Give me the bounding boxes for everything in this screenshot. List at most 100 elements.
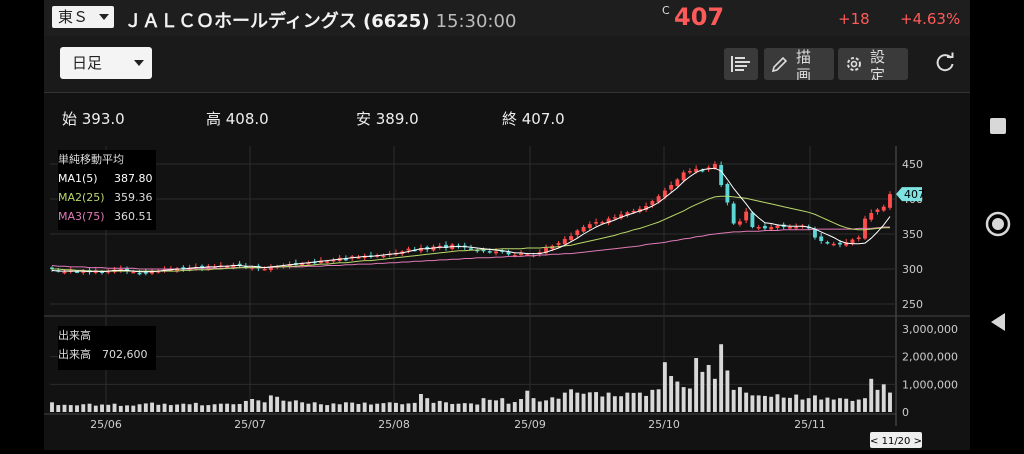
candle [775,225,780,229]
candle [637,208,642,212]
volume-bar [562,392,567,412]
volume-bar [700,371,705,412]
volume-bar [644,395,649,412]
volume-bar [125,405,129,412]
recents-icon[interactable] [990,118,1006,134]
candle [300,263,305,266]
volume-bar [225,403,230,412]
volume-bar [719,344,724,412]
volume-bar [712,378,717,412]
draw-button[interactable]: 描画 [764,48,834,80]
volume-tick-label: 3,000,000 [902,323,958,336]
candle [575,230,580,236]
volume-bar [637,392,642,412]
candle [681,172,686,181]
market-select[interactable]: 東Ｓ [52,6,114,28]
candle [118,269,123,271]
candle [181,267,186,269]
month-label: 25/11 [794,418,826,431]
candle [725,183,730,203]
volume-legend: 出来高 出来高 702,600 [58,326,156,370]
volume-bar [731,389,736,412]
volume-bar [475,404,480,412]
volume-bar [200,405,205,412]
volume-bar [343,402,348,412]
candle [650,201,655,205]
candle [675,179,680,187]
volume-bar [512,402,517,412]
candle [612,217,617,219]
volume-bar [750,395,755,412]
volume-bar [612,396,617,412]
volume-bar [863,398,867,412]
volume-bar [419,394,423,412]
refresh-icon[interactable] [934,52,956,74]
candle [506,251,511,255]
volume-bar [206,405,211,412]
price-change: +18 [838,10,870,28]
volume-bar [781,397,786,412]
price-volume-chart[interactable]: 4504003503002503,000,0002,000,0001,000,0… [44,146,970,450]
volume-bar [500,398,505,412]
back-icon[interactable] [991,313,1005,331]
chart-area[interactable]: 4504003503002503,000,0002,000,0001,000,0… [44,146,970,450]
candle [519,253,523,256]
list-icon [731,56,750,72]
candle [350,256,355,259]
candle [381,255,386,258]
month-label: 25/10 [648,418,680,431]
volume-bar [93,405,98,412]
volume-bar [456,403,461,412]
volume-tick-label: 1,000,000 [902,378,958,391]
candle [794,227,799,229]
candle [556,243,561,245]
candle [131,271,136,274]
volume-bar [268,395,273,412]
gear-icon [847,57,861,71]
volume-bar [662,362,667,412]
settings-button[interactable]: 設定 [838,48,908,80]
period-select[interactable]: 日足 [60,47,152,79]
volume-bar [275,396,280,412]
volume-bar [762,395,767,412]
candle [287,264,292,267]
volume-bar [375,403,380,412]
candle [175,268,180,271]
candle [318,260,323,264]
candle [856,237,861,239]
ma1-label: MA1(5) [58,172,98,185]
volume-bar [694,358,699,412]
month-label: 25/06 [90,418,122,431]
volume-bar [619,396,624,412]
volume-bar [56,405,61,412]
candle [844,242,849,246]
candle [694,168,699,173]
draw-label: 描画 [796,48,822,80]
volume-bar [218,403,223,412]
volume-bar [150,402,154,412]
high-value: 高 408.0 [206,110,269,128]
close-mark: C [662,4,670,17]
volume-bar [544,400,548,412]
volume-bar [519,398,523,412]
candle [731,203,736,224]
candle [268,267,273,271]
price-tick-label: 350 [902,228,923,241]
volume-bar [737,387,742,412]
candle [719,165,724,185]
volume-bar [350,402,355,412]
volume-bar [844,398,849,412]
volume-bar [469,403,473,412]
volume-bar [131,405,136,412]
candle [437,245,442,248]
candle [356,257,361,259]
ohlc-bar: 始 393.0 高 408.0 安 389.0 終 407.0 [44,93,970,145]
volume-bar [625,392,630,412]
candle [481,249,486,252]
price-tick-label: 300 [902,263,923,276]
indicator-list-button[interactable] [724,48,758,80]
ma-legend-title: 単純移動平均 [58,153,124,166]
volume-bar [487,399,492,412]
volume-bar [600,396,605,412]
home-icon[interactable] [985,211,1011,237]
